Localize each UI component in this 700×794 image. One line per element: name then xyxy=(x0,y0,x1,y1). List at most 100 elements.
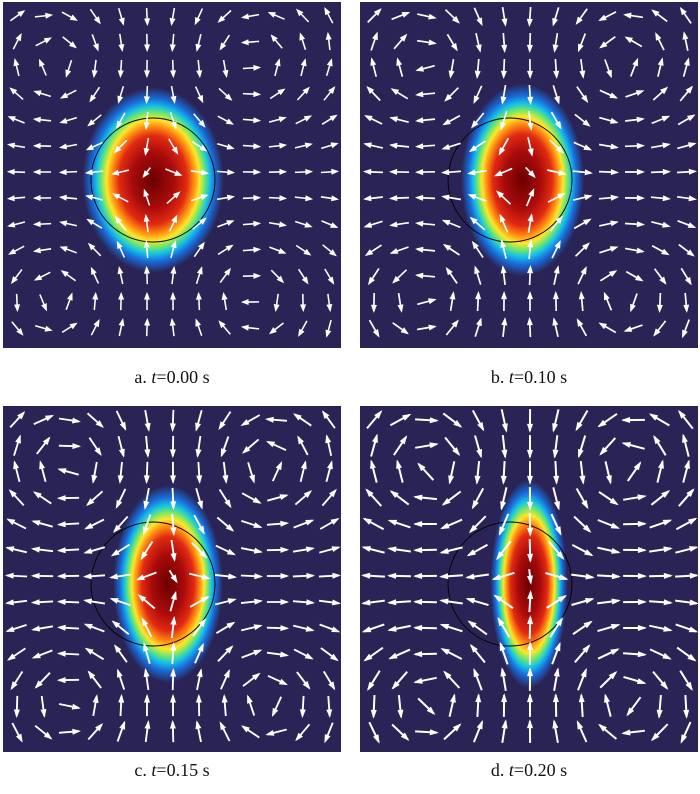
velocity-arrow xyxy=(677,114,696,126)
velocity-arrow xyxy=(56,650,80,657)
velocity-arrow xyxy=(649,546,673,553)
velocity-arrow xyxy=(573,515,592,533)
panel-a xyxy=(3,2,341,348)
velocity-arrow xyxy=(597,519,620,529)
velocity-arrow xyxy=(85,141,103,151)
velocity-arrow xyxy=(389,221,410,228)
velocity-arrow xyxy=(192,217,207,230)
caption-a: a. t=0.00 s xyxy=(134,367,210,387)
velocity-arrow xyxy=(5,546,28,554)
velocity-arrows xyxy=(6,7,340,338)
velocity-arrow xyxy=(676,168,697,175)
velocity-arrow xyxy=(142,167,151,178)
velocity-arrow xyxy=(449,291,456,312)
velocity-arrow xyxy=(268,195,288,202)
velocity-arrow xyxy=(117,266,124,285)
velocity-arrow xyxy=(653,320,667,337)
velocity-arrow xyxy=(474,58,481,79)
velocity-arrow xyxy=(578,693,585,717)
velocity-arrow xyxy=(266,520,289,527)
velocity-arrow xyxy=(473,7,483,27)
velocity-arrow xyxy=(299,695,306,719)
velocity-arrow xyxy=(170,59,177,79)
velocity-arrow xyxy=(442,412,463,428)
velocity-arrow xyxy=(112,193,129,203)
velocity-arrow xyxy=(415,272,436,279)
velocity-arrow xyxy=(9,411,26,429)
velocity-arrow xyxy=(195,410,203,432)
velocity-arrow xyxy=(13,460,21,483)
velocity-arrow xyxy=(465,573,489,580)
velocity-arrow xyxy=(217,244,234,256)
velocity-arrows xyxy=(361,409,698,744)
velocity-arrow xyxy=(465,597,489,607)
velocity-arrow xyxy=(397,292,404,313)
velocity-arrow xyxy=(389,142,410,149)
velocity-arrow xyxy=(527,719,533,743)
velocity-arrow xyxy=(294,168,314,175)
velocity-arrow xyxy=(59,220,78,227)
velocity-arrow xyxy=(650,195,671,202)
caption-d: d. t=0.20 s xyxy=(490,760,568,780)
velocity-arrow xyxy=(143,642,151,664)
panel-b xyxy=(360,2,698,348)
velocity-arrow xyxy=(396,459,404,483)
velocity-arrow xyxy=(143,668,150,691)
velocity-arrow xyxy=(526,6,533,27)
velocity-arrow xyxy=(494,167,513,177)
velocity-arrow xyxy=(242,91,262,98)
velocity-arrow xyxy=(216,516,235,532)
velocity-arrow xyxy=(32,221,52,228)
velocity-arrow xyxy=(599,270,618,282)
velocity-arrow xyxy=(416,39,437,46)
velocity-arrow xyxy=(474,435,482,459)
caption-b: b. t=0.10 s xyxy=(490,367,568,387)
velocity-arrow xyxy=(109,597,131,607)
velocity-arrow xyxy=(39,58,47,76)
velocity-arrow xyxy=(500,409,508,433)
velocity-arrow xyxy=(365,488,383,507)
velocity-arrow xyxy=(441,490,462,506)
velocity-arrow xyxy=(389,195,410,202)
velocity-arrow xyxy=(546,595,567,609)
velocity-arrow xyxy=(143,487,150,510)
droplet-field xyxy=(82,87,224,273)
velocity-arrow xyxy=(65,59,73,78)
velocity-arrow xyxy=(217,9,232,23)
velocity-arrow xyxy=(501,32,508,53)
velocity-arrow xyxy=(574,644,591,663)
velocity-arrow xyxy=(240,414,261,426)
velocity-arrow xyxy=(448,58,455,79)
velocity-arrow xyxy=(144,317,151,337)
velocity-arrow xyxy=(143,137,150,156)
velocity-arrow xyxy=(370,292,377,313)
velocity-arrow xyxy=(321,114,338,125)
velocity-arrow xyxy=(118,318,125,337)
velocity-arrow xyxy=(370,57,378,77)
velocity-arrow xyxy=(241,492,262,504)
velocity-arrow xyxy=(195,693,202,717)
velocity-arrow xyxy=(240,39,260,46)
velocity-arrow xyxy=(653,268,667,285)
velocity-arrow xyxy=(84,647,105,661)
velocity-arrow xyxy=(552,719,559,743)
velocity-arrow xyxy=(491,571,515,581)
field-plot-b xyxy=(360,2,698,348)
velocity-arrow xyxy=(59,246,77,254)
velocity-arrow xyxy=(572,169,593,176)
field-plot-c xyxy=(3,406,341,752)
velocity-arrow xyxy=(413,521,437,527)
velocity-arrow xyxy=(417,13,437,20)
velocity-arrow xyxy=(193,514,205,535)
velocity-arrow xyxy=(679,670,693,691)
velocity-arrow xyxy=(191,542,208,559)
velocity-arrow xyxy=(650,142,671,149)
velocity-arrow xyxy=(195,488,203,510)
velocity-arrow xyxy=(324,7,334,24)
velocity-arrow xyxy=(551,641,561,665)
velocity-arrow xyxy=(367,670,381,691)
velocity-arrow xyxy=(295,115,313,125)
velocity-arrow xyxy=(170,667,177,691)
velocity-arrow xyxy=(219,267,231,284)
velocity-arrow xyxy=(195,266,203,284)
